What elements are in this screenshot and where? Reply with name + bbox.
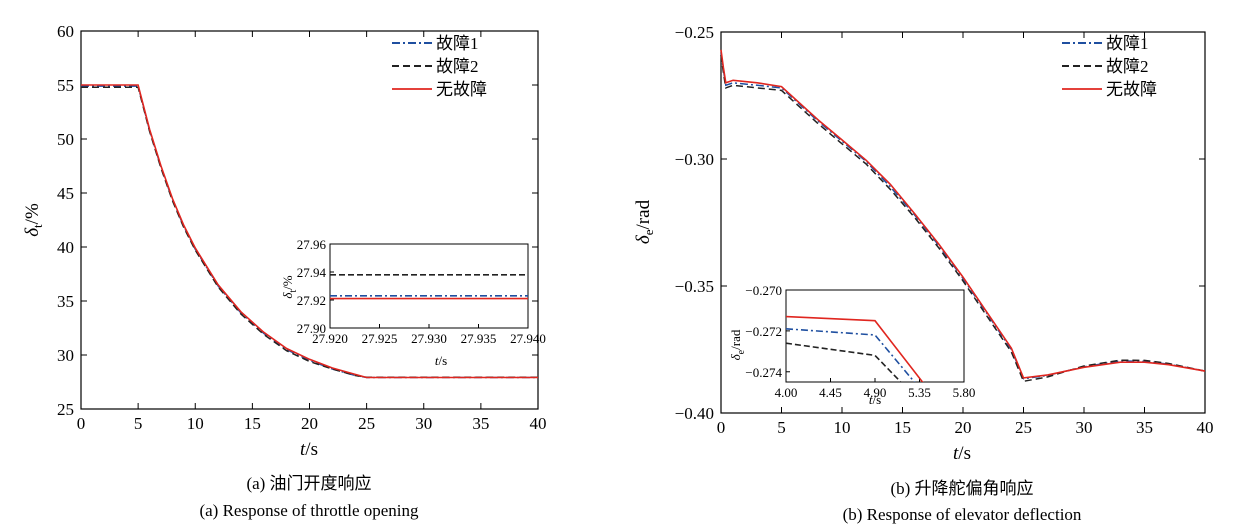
inset-frame: [785, 289, 965, 383]
x-tick-label: 15: [244, 414, 261, 433]
y-tick-label: 25: [57, 400, 74, 419]
inset-x-tick-label: 4.90: [864, 385, 887, 400]
inset-x-tick-label: 5.80: [953, 385, 976, 400]
inset-y-axis-label: δt/%: [280, 275, 299, 298]
legend-label: 无故障: [436, 80, 487, 99]
inset-x-tick-label: 4.45: [819, 385, 842, 400]
caption-cn: (a) 油门开度响应: [246, 474, 371, 493]
y-tick-label: 50: [57, 130, 74, 149]
x-tick-label: 25: [1015, 418, 1032, 437]
inset-x-tick-label: 27.935: [461, 331, 497, 346]
series-line-1: [720, 54, 1206, 383]
x-tick-label: 35: [472, 414, 489, 433]
inset-series-line-0: [786, 328, 916, 382]
y-axis-label: δe/rad: [633, 199, 656, 244]
x-tick-label: 40: [530, 414, 547, 433]
inset-x-axis-label: t/s: [869, 392, 881, 407]
caption-en: (b) Response of elevator deflection: [843, 505, 1082, 524]
x-tick-label: 10: [834, 418, 851, 437]
inset-x-tick-label: 27.940: [510, 331, 546, 346]
caption-cn: (b) 升降舵偏角响应: [890, 479, 1033, 498]
x-tick-label: 30: [1076, 418, 1093, 437]
inset-x-tick-label: 27.925: [362, 331, 398, 346]
y-tick-label: 45: [57, 184, 74, 203]
x-tick-label: 30: [415, 414, 432, 433]
inset-x-tick-label: 5.35: [908, 385, 931, 400]
inset-x-tick-label: 27.920: [312, 331, 348, 346]
x-axis-label: t/s: [953, 443, 971, 464]
legend-label: 无故障: [1106, 80, 1157, 99]
inset-y-tick-label: 27.92: [297, 293, 326, 308]
x-axis-label: t/s: [300, 439, 318, 460]
legend-label: 故障1: [436, 34, 479, 53]
inset-series-line-2: [786, 315, 924, 382]
legend-label: 故障2: [436, 57, 479, 76]
inset-y-tick-label: −0.270: [745, 283, 782, 298]
x-tick-label: 15: [894, 418, 911, 437]
x-tick-label: 20: [955, 418, 972, 437]
inset-y-tick-label: 27.90: [297, 321, 326, 336]
x-tick-label: 20: [301, 414, 318, 433]
y-tick-label: 40: [57, 238, 74, 257]
x-tick-label: 35: [1136, 418, 1153, 437]
inset-x-tick-label: 4.00: [775, 385, 798, 400]
y-tick-label: −0.40: [675, 404, 714, 423]
x-tick-label: 5: [134, 414, 143, 433]
y-tick-label: 35: [57, 292, 74, 311]
inset-series-line-1: [786, 342, 902, 382]
inset-frame: [329, 243, 529, 329]
inset-y-tick-label: −0.272: [745, 324, 782, 339]
x-tick-label: 25: [358, 414, 375, 433]
x-tick-label: 5: [777, 418, 786, 437]
chart-1: 0 5 10 15 20 25 30 35 40 −0.40 −0.35 −0.30 −0.25 δe/r…: [633, 23, 1214, 524]
y-tick-label: 60: [57, 22, 74, 41]
x-tick-label: 0: [717, 418, 726, 437]
x-tick-label: 10: [187, 414, 204, 433]
y-tick-label: −0.30: [675, 150, 714, 169]
x-tick-label: 0: [77, 414, 86, 433]
legend-label: 故障1: [1106, 34, 1149, 53]
inset-0: 27.920 27.925 27.930 27.935 27.940 27.90 27.92…: [280, 237, 546, 368]
y-tick-label: −0.25: [675, 23, 714, 42]
inset-y-tick-label: −0.274: [745, 365, 782, 380]
series-line-2: [720, 49, 1206, 379]
y-tick-label: −0.35: [675, 277, 714, 296]
inset-y-tick-label: 27.94: [297, 265, 327, 280]
y-axis-label: δt/%: [22, 203, 45, 237]
chart-0: 0 5 10 15 20 25 30 35 40 25 30 35 40 45 50 55 60 δt/% t/s 故…: [22, 22, 547, 520]
x-tick-label: 40: [1197, 418, 1214, 437]
inset-1: 4.00 4.45 4.90 5.35 5.80 −0.270 −0.272 −0.274 t/…: [728, 283, 976, 407]
inset-y-axis-label: δe/rad: [728, 329, 747, 360]
legend-label: 故障2: [1106, 57, 1149, 76]
series-line-2: [81, 84, 538, 379]
inset-x-tick-label: 27.930: [411, 331, 447, 346]
caption-en: (a) Response of throttle opening: [199, 501, 419, 520]
y-tick-label: 55: [57, 76, 74, 95]
y-tick-label: 30: [57, 346, 74, 365]
inset-y-tick-label: 27.96: [297, 237, 327, 252]
inset-x-axis-label: t/s: [435, 353, 447, 368]
